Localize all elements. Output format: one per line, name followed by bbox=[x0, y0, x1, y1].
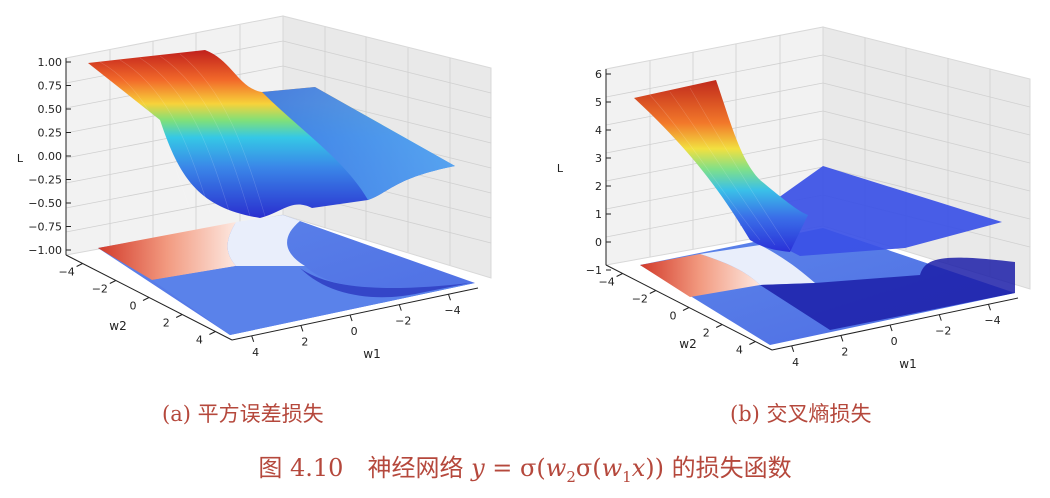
w2-axis-label: w2 bbox=[109, 319, 126, 333]
w1-tick-label: −4 bbox=[984, 314, 1000, 327]
w1-tick-mark bbox=[300, 325, 304, 332]
figure-caption-eq: = σ( bbox=[484, 454, 546, 482]
w1-tick-mark bbox=[840, 335, 844, 342]
w2-tick-mark bbox=[616, 273, 623, 277]
w2-tick-mark bbox=[209, 331, 216, 335]
mesh-a bbox=[99, 53, 266, 217]
z-tick-label: 1.00 bbox=[38, 56, 63, 69]
contour-deep-b bbox=[760, 257, 1015, 330]
w1-tick-mark bbox=[398, 304, 402, 311]
w1-tick-label: −4 bbox=[444, 304, 460, 317]
w1-tick-mark bbox=[938, 314, 942, 321]
w2-tick-label: 2 bbox=[163, 317, 170, 330]
contour-red-b bbox=[640, 254, 760, 297]
z-tick-label: −1.00 bbox=[28, 244, 62, 257]
caption-b: (b) 交叉熵损失 bbox=[730, 402, 872, 426]
w2-tick-mark bbox=[682, 307, 690, 311]
w1-tick-mark bbox=[349, 314, 353, 322]
contour-mid-a bbox=[152, 266, 475, 335]
w2-tick-mark bbox=[109, 280, 117, 284]
w1-tick-mark bbox=[791, 345, 795, 352]
contour-light-b bbox=[700, 245, 815, 285]
figure-caption: 图 4.10 神经网络 y = σ(w2σ(w1x)) 的损失函数 bbox=[0, 448, 1050, 486]
w2-tick-label: 4 bbox=[196, 334, 203, 347]
contour-deep-a bbox=[300, 268, 470, 298]
figure-caption-sigma2: σ( bbox=[575, 454, 602, 482]
contour-light-a bbox=[227, 215, 305, 266]
z-tick-label: 2 bbox=[595, 180, 602, 193]
z-tick-label: −0.25 bbox=[28, 174, 62, 187]
z-tick-label: −0.50 bbox=[28, 197, 62, 210]
w2-tick-mark bbox=[749, 341, 756, 345]
w2-tick-label: −2 bbox=[632, 293, 648, 306]
figure-caption-x: x bbox=[631, 454, 646, 482]
w1-tick-mark bbox=[988, 304, 991, 311]
z-tick-label: −1 bbox=[586, 264, 602, 277]
z-tick-label: 0.50 bbox=[38, 103, 63, 116]
w1-tick-label: 4 bbox=[252, 346, 259, 359]
w1-tick-mark bbox=[889, 324, 893, 332]
w2-tick-mark bbox=[76, 263, 83, 267]
ticks-a: 1.00 0.75 0.50 0.25 0.00 −0.25 −0.50 −0.75 −1.00… bbox=[17, 56, 461, 361]
mesh-b bbox=[649, 87, 791, 251]
w2-tick-label: −4 bbox=[598, 276, 614, 289]
contour-red-a bbox=[98, 222, 236, 280]
z-axis-label: L bbox=[17, 152, 24, 165]
w2-tick-label: 2 bbox=[703, 327, 710, 340]
w1-axis-label: w1 bbox=[363, 347, 380, 361]
w1-axis-label: w1 bbox=[899, 357, 916, 371]
plateau-b bbox=[740, 166, 1002, 256]
w1-tick-label: 2 bbox=[301, 335, 308, 348]
figure-caption-w2: w bbox=[545, 454, 567, 482]
ticks-b: 6 5 4 3 2 1 0 −1 L −4 −2 0 2 4 w2 4 2 0 −2 −4 w1 bbox=[557, 68, 1001, 371]
w1-tick-label: 0 bbox=[891, 335, 898, 348]
w2-tick-label: 0 bbox=[670, 310, 677, 323]
z-tick-label: 3 bbox=[595, 152, 602, 165]
w2-tick-label: −4 bbox=[58, 266, 74, 279]
w2-tick-label: −2 bbox=[92, 283, 108, 296]
w1-tick-mark bbox=[448, 294, 451, 301]
w1-tick-label: −2 bbox=[935, 325, 951, 338]
surface-b bbox=[634, 80, 808, 252]
z-axis-label: L bbox=[557, 162, 564, 175]
w2-tick-mark bbox=[715, 324, 723, 328]
z-tick-label: 0 bbox=[595, 236, 602, 249]
figure-caption-suffix: 的损失函数 bbox=[663, 454, 792, 482]
figure-caption-w2-sub: 2 bbox=[566, 467, 576, 486]
z-tick-label: 0.25 bbox=[38, 127, 63, 140]
w2-axis-label: w2 bbox=[679, 337, 696, 351]
plateau-a bbox=[262, 87, 455, 200]
w1-tick-label: −2 bbox=[395, 315, 411, 328]
figure-caption-prefix: 图 4.10 神经网络 bbox=[258, 454, 472, 482]
figure-caption-w1-sub: 1 bbox=[622, 467, 632, 486]
z-tick-label: 0.75 bbox=[38, 80, 63, 93]
w1-tick-label: 4 bbox=[792, 356, 799, 369]
panel-a: 1.00 0.75 0.50 0.25 0.00 −0.25 −0.50 −0.75 −1.00… bbox=[17, 15, 492, 361]
w2-tick-label: 4 bbox=[736, 344, 743, 357]
w1-tick-label: 0 bbox=[351, 325, 358, 338]
z-tick-label: 1 bbox=[595, 208, 602, 221]
z-tick-label: 6 bbox=[595, 68, 602, 81]
w2-tick-label: 0 bbox=[130, 300, 137, 313]
panel-b: 6 5 4 3 2 1 0 −1 L −4 −2 0 2 4 w2 4 2 0 −2 −4 w1 bbox=[557, 26, 1031, 371]
w2-tick-mark bbox=[142, 297, 150, 301]
w2-tick-mark bbox=[175, 314, 183, 318]
figure-caption-close: )) bbox=[645, 454, 664, 482]
z-tick-label: 0.00 bbox=[38, 150, 63, 163]
w1-tick-mark bbox=[251, 335, 255, 342]
w1-tick-label: 2 bbox=[841, 345, 848, 358]
z-tick-label: 4 bbox=[595, 124, 602, 137]
z-tick-label: −0.75 bbox=[28, 221, 62, 234]
figure-caption-y: y bbox=[471, 454, 485, 482]
z-tick-label: 5 bbox=[595, 96, 602, 109]
caption-a: (a) 平方误差损失 bbox=[162, 402, 324, 426]
w2-tick-mark bbox=[649, 290, 657, 294]
figure-caption-w1: w bbox=[601, 454, 623, 482]
